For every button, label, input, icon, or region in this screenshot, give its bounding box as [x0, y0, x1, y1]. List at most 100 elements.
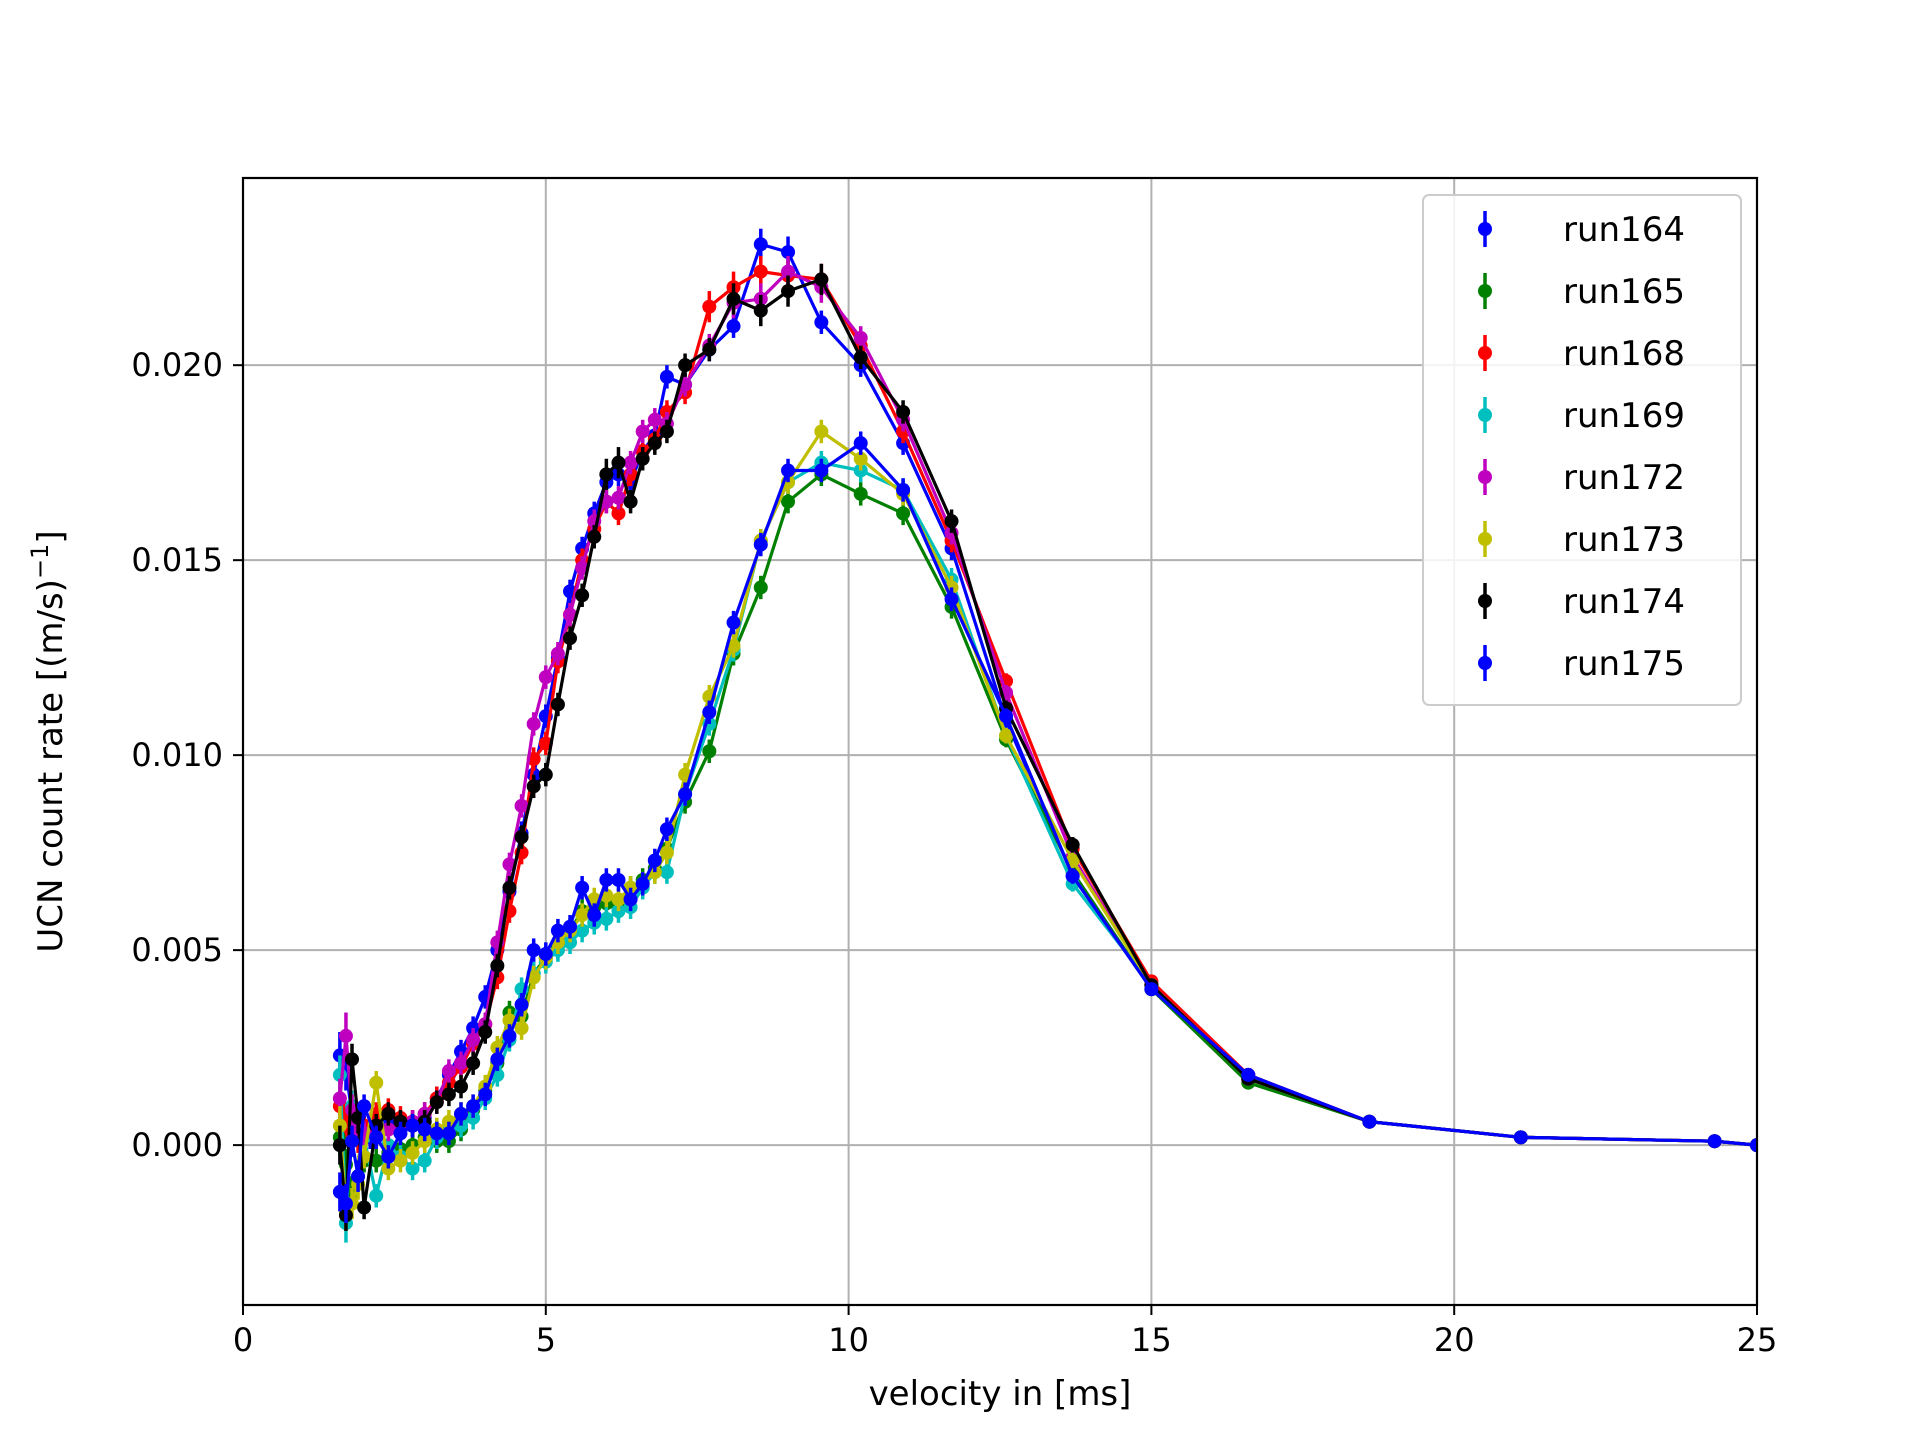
data-point	[441, 1087, 456, 1102]
data-point	[647, 436, 662, 451]
legend-box	[1422, 194, 1742, 706]
data-point	[490, 1052, 505, 1067]
data-point	[502, 880, 517, 895]
data-point	[753, 237, 768, 252]
plot-area	[332, 228, 1757, 1243]
y-tick-label: 0.010	[131, 736, 223, 774]
y-axis-title: UCN count rate [(m/s)−1]	[26, 530, 71, 952]
y-axis-title-exponent: −1	[26, 544, 54, 579]
data-point	[702, 705, 717, 720]
y-tick-label: 0.005	[131, 931, 223, 969]
data-point	[345, 1052, 360, 1067]
data-point	[1707, 1134, 1722, 1149]
data-point	[599, 911, 614, 926]
x-axis: 0 5 10 15 20 25	[233, 1305, 1778, 1359]
data-point	[753, 264, 768, 279]
y-tick-label: 0.020	[131, 346, 223, 384]
data-point	[563, 631, 578, 646]
legend-label: run173	[1563, 520, 1685, 560]
data-point	[853, 451, 868, 466]
data-point	[466, 1032, 481, 1047]
data-point	[781, 463, 796, 478]
data-point	[896, 404, 911, 419]
x-tick-label: 25	[1737, 1321, 1778, 1359]
data-point	[563, 919, 578, 934]
data-point	[357, 1099, 372, 1114]
data-point	[587, 529, 602, 544]
data-point	[381, 1106, 396, 1121]
data-point	[454, 1079, 469, 1094]
data-point	[345, 1134, 360, 1149]
legend-label: run174	[1563, 582, 1685, 622]
data-point	[417, 1153, 432, 1168]
data-point	[514, 830, 529, 845]
data-point	[369, 1188, 384, 1203]
data-point	[726, 291, 741, 306]
legend-marker	[1478, 408, 1492, 422]
legend-item: run164	[1478, 210, 1685, 250]
data-point	[659, 369, 674, 384]
data-point	[999, 709, 1014, 724]
data-point	[814, 424, 829, 439]
data-point	[659, 865, 674, 880]
data-point	[1065, 869, 1080, 884]
x-tick-label: 5	[536, 1321, 556, 1359]
legend-marker	[1478, 284, 1492, 298]
data-point	[514, 997, 529, 1012]
data-point	[623, 494, 638, 509]
data-point	[753, 537, 768, 552]
data-point	[466, 1056, 481, 1071]
legend-label: run169	[1563, 396, 1685, 436]
legend-item: run169	[1478, 396, 1685, 436]
data-point	[853, 486, 868, 501]
data-point	[550, 646, 565, 661]
data-point	[781, 494, 796, 509]
data-point	[611, 892, 626, 907]
x-tick-label: 0	[233, 1321, 253, 1359]
data-point	[393, 1153, 408, 1168]
legend-label: run175	[1563, 644, 1685, 684]
data-point	[647, 853, 662, 868]
data-point	[332, 1091, 347, 1106]
data-point	[514, 798, 529, 813]
data-point	[351, 1169, 366, 1184]
data-point	[575, 880, 590, 895]
data-point	[478, 1025, 493, 1040]
data-point	[896, 506, 911, 521]
data-point	[1362, 1114, 1377, 1129]
y-axis-title-close: ]	[31, 530, 71, 543]
data-point	[635, 876, 650, 891]
data-point	[575, 588, 590, 603]
legend-marker	[1478, 346, 1492, 360]
data-point	[944, 514, 959, 529]
data-point	[896, 482, 911, 497]
legend-label: run168	[1563, 334, 1685, 374]
data-point	[550, 923, 565, 938]
data-point	[538, 947, 553, 962]
legend-label: run164	[1563, 210, 1685, 250]
data-point	[611, 506, 626, 521]
y-tick-label: 0.000	[131, 1126, 223, 1164]
data-point	[611, 872, 626, 887]
data-point	[429, 1095, 444, 1110]
y-axis-title-main: UCN count rate [(m/s)	[31, 579, 71, 953]
legend-item: run165	[1478, 272, 1685, 312]
data-point	[332, 1138, 347, 1153]
data-point	[1750, 1138, 1757, 1153]
data-point	[753, 580, 768, 595]
data-point	[575, 908, 590, 923]
data-point	[587, 908, 602, 923]
data-point	[726, 615, 741, 630]
y-axis: 0.000 0.005 0.010 0.015 0.020	[131, 346, 243, 1164]
data-point	[550, 697, 565, 712]
series-area	[332, 228, 1757, 1243]
data-point	[678, 358, 693, 373]
data-point	[611, 490, 626, 505]
data-point	[454, 1106, 469, 1121]
x-tick-label: 10	[828, 1321, 869, 1359]
data-point	[466, 1099, 481, 1114]
data-point	[781, 264, 796, 279]
legend-item: run174	[1478, 582, 1685, 622]
data-point	[1513, 1130, 1528, 1145]
